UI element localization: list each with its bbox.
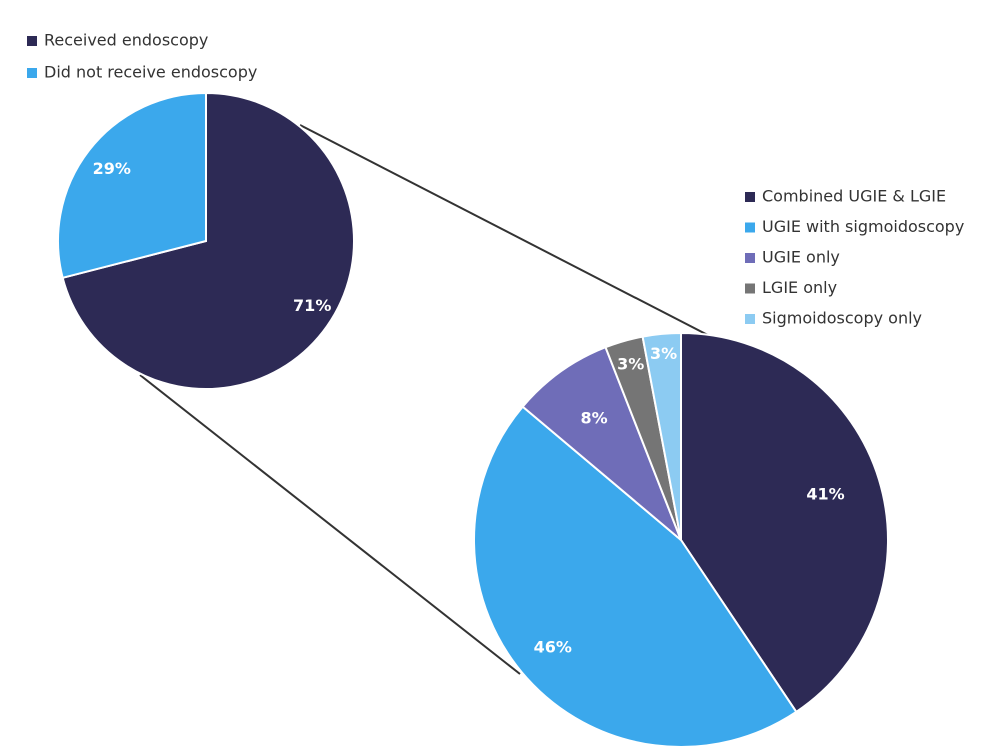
legend2-item-combined-ugie-and-lgie: Combined UGIE & LGIE (762, 187, 946, 206)
pie2-label-lgie-only: 3% (617, 354, 644, 373)
pie2-label-ugie-only: 8% (581, 408, 608, 427)
legend2-item-ugie-with-sigmoidoscopy: UGIE with sigmoidoscopy (762, 217, 964, 236)
pie2-label-ugie-with-sigmoidoscopy: 46% (534, 637, 572, 656)
pie2-label-sigmoidoscopy-only: 3% (650, 344, 677, 363)
legend1-swatch-received-endoscopy (27, 36, 37, 46)
legend2-swatch-ugie-only (745, 253, 755, 263)
legend2-item-sigmoidoscopy-only: Sigmoidoscopy only (762, 309, 922, 328)
pie2-label-combined-ugie-and-lgie: 41% (806, 484, 844, 503)
legend2-swatch-lgie-only (745, 283, 755, 294)
pie2-slice-ugie-only (521, 345, 682, 541)
legend2-swatch-sigmoidoscopy-only (745, 314, 755, 324)
legend2-item-ugie-only: UGIE only (762, 248, 840, 267)
pie1-label-did-not-receive-endoscopy: 29% (93, 159, 131, 178)
legend1-swatch-did-not-receive-endoscopy (27, 68, 37, 78)
legend2-swatch-ugie-with-sigmoidoscopy (745, 222, 755, 233)
pie2-slice-sigmoidoscopy-only (641, 331, 682, 541)
pie1-slice-did-not-receive-endoscopy (57, 91, 207, 280)
pie2-slice-combined-ugie-and-lgie (680, 331, 889, 714)
legend1-item-did-not-receive-endoscopy: Did not receive endoscopy (44, 63, 257, 82)
legend1-item-received-endoscopy: Received endoscopy (44, 31, 208, 50)
connector-line-lower (139, 374, 521, 675)
legend2-item-lgie-only: LGIE only (762, 278, 837, 297)
pie2-slice-ugie-with-sigmoidoscopy (473, 405, 798, 748)
legend2-swatch-combined-ugie-and-lgie (745, 192, 755, 202)
pie1-label-received-endoscopy: 71% (293, 296, 331, 315)
pie1-slice-received-endoscopy (61, 91, 355, 390)
